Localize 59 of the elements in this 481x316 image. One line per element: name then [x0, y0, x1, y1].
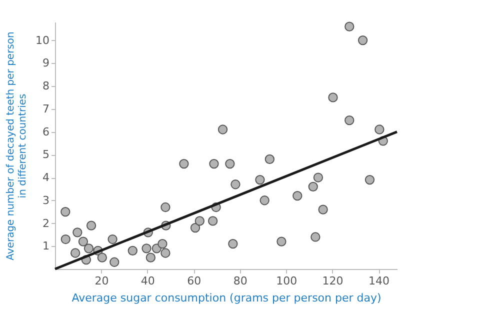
point	[225, 158, 235, 169]
point	[108, 234, 118, 244]
x-tick-label: 140	[368, 274, 390, 288]
x-tick-label: 20	[94, 274, 109, 288]
point	[128, 246, 138, 256]
point	[60, 234, 70, 244]
y-tick-label: 2	[42, 216, 50, 230]
point	[194, 216, 204, 226]
x-axis-title: Average sugar consumption (grams per person per day)	[72, 292, 382, 304]
point	[142, 244, 152, 254]
point	[260, 196, 270, 206]
y-tick-label: 4	[42, 171, 50, 184]
point	[72, 228, 82, 238]
point	[374, 124, 384, 134]
point	[364, 174, 375, 185]
point	[179, 158, 189, 169]
point	[160, 248, 170, 258]
point	[110, 257, 120, 267]
x-tick-label: 60	[187, 274, 202, 288]
point	[358, 35, 368, 46]
point	[60, 207, 70, 217]
point	[276, 236, 286, 246]
point	[344, 116, 354, 126]
x-tick-label: 100	[276, 274, 298, 288]
point	[160, 202, 170, 212]
x-tick-label: 80	[233, 274, 248, 288]
point	[310, 232, 320, 242]
point	[344, 22, 354, 32]
point	[308, 182, 318, 192]
point	[86, 220, 96, 230]
point	[228, 239, 238, 249]
y-tick-label: 6	[42, 125, 50, 138]
point	[230, 180, 240, 190]
point	[264, 154, 275, 164]
point	[208, 216, 218, 226]
y-tick-label: 8	[42, 80, 50, 93]
point	[190, 223, 200, 233]
y-tick-label: 1	[42, 240, 50, 253]
point	[158, 239, 168, 249]
point	[84, 244, 94, 254]
point	[218, 124, 228, 134]
x-tick-label: 120	[322, 274, 344, 288]
point	[70, 248, 80, 258]
point	[318, 204, 328, 214]
x-tick-label: 40	[140, 274, 155, 288]
y-tick-label: 9	[42, 56, 50, 70]
y-tick-label: 7	[42, 102, 50, 116]
y-axis-title: Average number of decayed teeth per person in different countries	[6, 32, 29, 260]
y-tick-label: 10	[36, 34, 50, 47]
point	[97, 252, 107, 262]
point	[292, 190, 302, 201]
point	[146, 252, 156, 262]
point	[209, 158, 219, 169]
y-tick-label: 3	[42, 194, 50, 207]
point	[328, 92, 338, 102]
point	[313, 172, 324, 182]
point	[78, 236, 88, 246]
y-tick-label: 5	[42, 148, 50, 162]
point	[255, 174, 265, 185]
